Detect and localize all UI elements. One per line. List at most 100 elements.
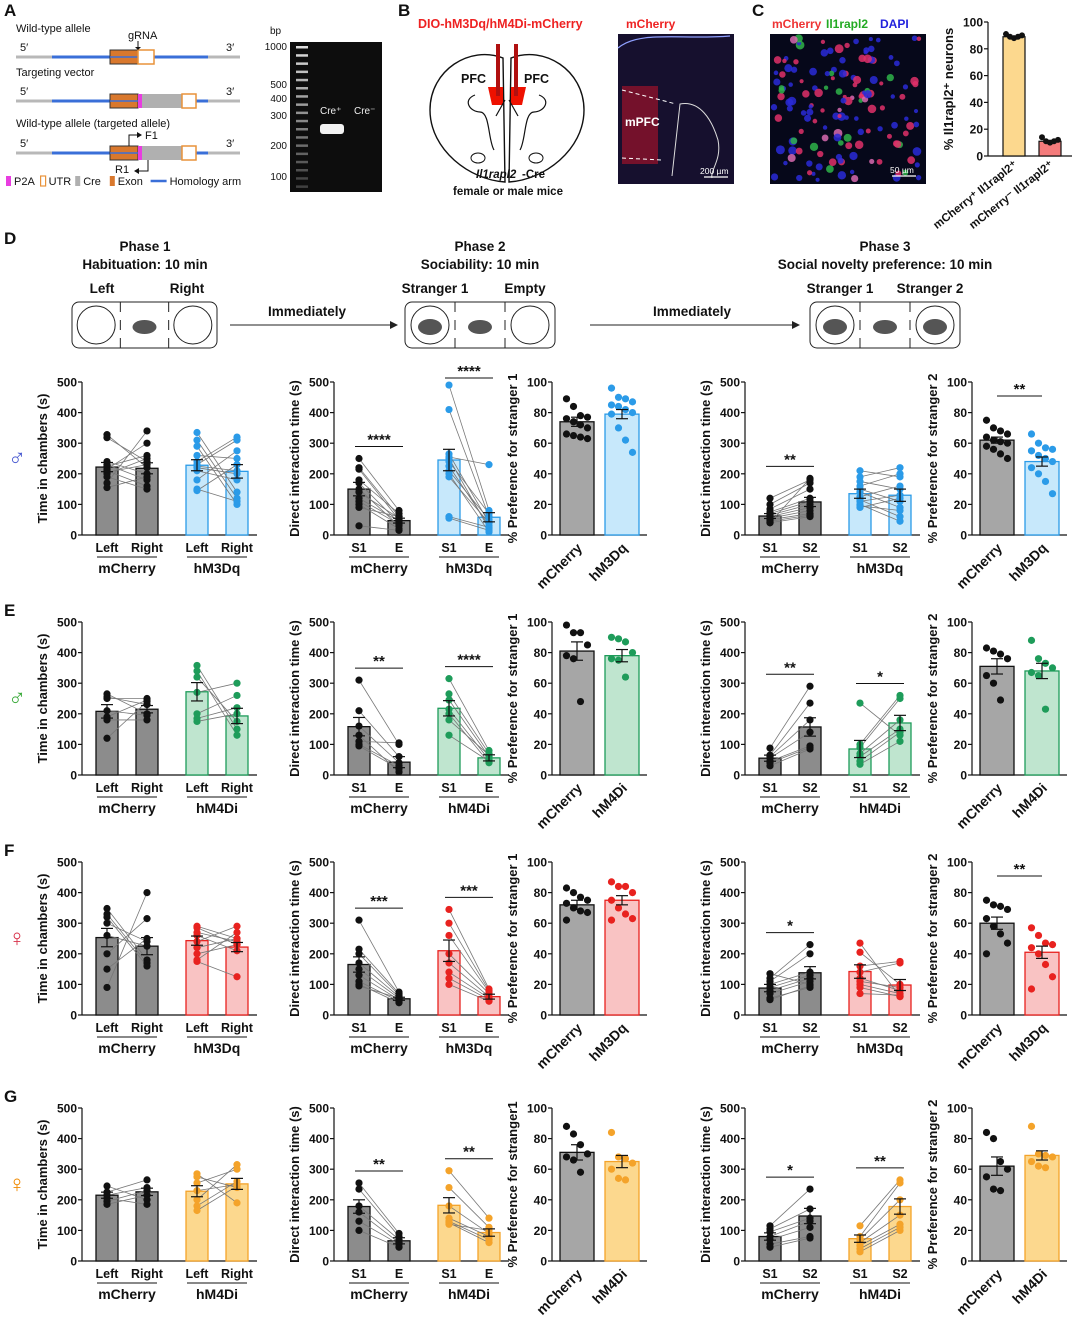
data-point	[193, 661, 201, 670]
data-point	[569, 889, 578, 897]
data-point	[982, 915, 991, 923]
cell	[788, 82, 793, 87]
pair-line	[196, 961, 238, 978]
pair-line	[769, 513, 811, 521]
y-tick-label: 60	[954, 1163, 968, 1177]
y-tick-label: 0	[960, 1009, 967, 1023]
x-tick-label: S1	[852, 1021, 867, 1035]
y-tick-label: 200	[57, 707, 77, 721]
pair-line	[769, 1220, 811, 1237]
data-point	[569, 655, 578, 663]
x-tick-label: S2	[892, 1267, 907, 1281]
pair-line	[196, 470, 238, 481]
lane-label-cre-positive: Cre⁺	[320, 106, 341, 117]
pair-line	[769, 977, 811, 991]
pair-line	[106, 710, 148, 716]
pfc-label-left: PFC	[461, 72, 486, 86]
data-point	[562, 916, 571, 924]
pair-line	[448, 971, 490, 999]
p2a-box	[138, 94, 142, 108]
y-tick-label: 20	[970, 123, 984, 137]
data-point	[103, 694, 111, 703]
data-point	[996, 438, 1005, 446]
significance-stars: **	[463, 1144, 475, 1161]
panel-label: C	[752, 1, 764, 20]
x-tick-label: hM4Di	[1009, 1266, 1050, 1307]
data-point	[806, 513, 814, 521]
legend-a: P2A UTR Cre Exon Homology arm	[6, 175, 241, 188]
five-prime: 5′	[20, 42, 28, 54]
legend-swatch	[39, 175, 47, 187]
y-tick-label: 400	[57, 1132, 77, 1146]
data-point	[996, 427, 1005, 435]
x-tick-label: S1	[852, 541, 867, 555]
data-point	[896, 464, 904, 472]
bar	[1024, 460, 1060, 536]
pair-line	[448, 1205, 490, 1234]
data-point	[193, 1196, 201, 1204]
pair-line	[769, 510, 811, 519]
gel-marker-label: 300	[270, 111, 287, 122]
cell	[828, 158, 837, 166]
chart-D3: 0 20 40 60 80 100 % Preference for stranger 1 m…	[505, 374, 647, 592]
data-point	[607, 401, 616, 409]
y-tick-label: 500	[720, 856, 740, 870]
bar	[559, 1151, 595, 1262]
cell	[783, 160, 788, 166]
pair-line	[448, 1220, 490, 1240]
pair-line	[358, 488, 400, 527]
data-point	[806, 1185, 814, 1193]
pair-line	[448, 456, 490, 466]
data-point	[193, 1206, 201, 1215]
row-3: G♀	[4, 1087, 26, 1198]
cell	[879, 81, 884, 86]
y-axis-label: % Preference for stranger 2	[925, 854, 940, 1024]
wire-cup	[76, 305, 116, 345]
cell	[773, 56, 782, 64]
allele-title: Targeting vector	[16, 67, 95, 79]
data-point	[576, 629, 585, 637]
cell	[845, 142, 853, 150]
significance-stars: ****	[457, 363, 481, 380]
data-point	[576, 412, 585, 420]
data-point	[143, 962, 151, 970]
pair-line	[859, 1199, 901, 1240]
pair-line	[769, 944, 811, 979]
x-tick-label: hM3Dq	[1006, 540, 1050, 584]
cell	[828, 70, 835, 77]
data-point	[1048, 457, 1057, 466]
pair-line	[358, 919, 400, 993]
pair-line	[448, 734, 490, 762]
data-point	[193, 944, 201, 952]
data-point	[614, 904, 623, 912]
y-tick-label: 40	[534, 707, 548, 721]
cell	[844, 42, 850, 49]
pair-line	[448, 922, 490, 991]
utr-box	[181, 93, 197, 109]
pair-line	[769, 985, 811, 1001]
data-point	[628, 649, 637, 657]
pair-line	[196, 665, 238, 730]
bar	[1024, 1154, 1060, 1262]
y-tick-label: 0	[322, 1255, 329, 1269]
y-axis-label: % Preference for stranger 2	[925, 614, 940, 784]
pair-line	[196, 932, 238, 961]
data-point	[806, 699, 814, 707]
data-point	[621, 882, 630, 891]
data-point	[233, 1161, 241, 1169]
cre-positive-band	[320, 124, 344, 134]
y-tick-label: 0	[733, 769, 740, 783]
pair-line	[769, 973, 811, 985]
cell	[853, 38, 859, 45]
y-tick-label: 200	[720, 1193, 740, 1207]
pair-line	[106, 476, 148, 490]
significance-stars: **	[784, 451, 796, 468]
chamber-right-label: Stranger 2	[897, 281, 964, 296]
data-point	[485, 461, 493, 469]
cell	[913, 121, 920, 128]
pair-line	[106, 701, 148, 739]
data-point	[1041, 454, 1050, 463]
cell	[844, 96, 853, 106]
y-tick-label: 20	[534, 978, 548, 992]
pair-line	[769, 500, 811, 514]
